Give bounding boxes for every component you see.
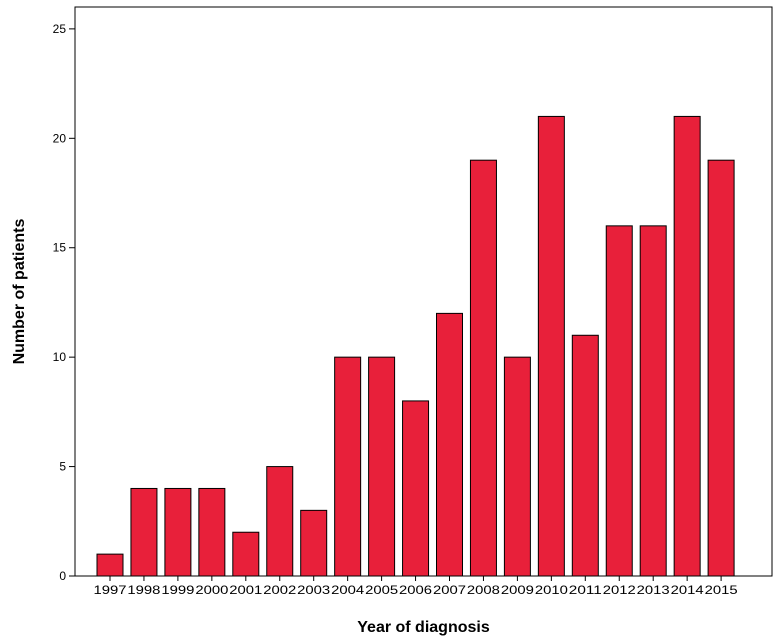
x-tick-label-2014: 2014 xyxy=(671,583,704,597)
bar-2012 xyxy=(605,225,633,577)
bar-2013 xyxy=(639,225,667,577)
x-tick-label-2011: 2011 xyxy=(569,583,602,597)
x-tick-label-2006: 2006 xyxy=(399,583,432,597)
bar-2000 xyxy=(198,487,226,577)
y-axis-title: Number of patients xyxy=(11,219,28,365)
x-tick-label-2007: 2007 xyxy=(433,583,466,597)
bar-2010 xyxy=(537,115,565,577)
x-tick-label-2012: 2012 xyxy=(603,583,636,597)
x-tick-label-1999: 1999 xyxy=(161,583,194,597)
bar-2015 xyxy=(707,159,735,577)
x-tick-label-2001: 2001 xyxy=(229,583,262,597)
bar-2005 xyxy=(368,356,396,577)
x-tick-label-2000: 2000 xyxy=(195,583,228,597)
bar-2006 xyxy=(402,400,430,577)
y-tick-label-0: 0 xyxy=(59,569,66,583)
x-tick-label-2003: 2003 xyxy=(297,583,330,597)
x-tick-label-2008: 2008 xyxy=(467,583,500,597)
x-tick-label-2010: 2010 xyxy=(535,583,568,597)
x-tick-label-1998: 1998 xyxy=(127,583,160,597)
y-tick-label-5: 5 xyxy=(59,460,66,474)
x-tick-label-2002: 2002 xyxy=(263,583,296,597)
x-axis-ticks: 1997 1998 1999 2000 2001 2002 2003 2004 2005 2006… xyxy=(94,576,738,597)
bar-2001 xyxy=(232,531,260,577)
bar-2014 xyxy=(673,115,701,577)
y-tick-label-25: 25 xyxy=(53,22,67,36)
x-tick-label-2015: 2015 xyxy=(705,583,738,597)
bar-1998 xyxy=(130,487,158,577)
x-tick-label-2013: 2013 xyxy=(637,583,670,597)
plot-frame xyxy=(74,6,773,577)
bar-2004 xyxy=(334,356,362,577)
bar-2008 xyxy=(469,159,497,577)
y-tick-label-20: 20 xyxy=(53,131,67,145)
bar-2003 xyxy=(300,509,328,577)
bar-2002 xyxy=(266,466,294,577)
x-tick-label-1997: 1997 xyxy=(94,583,127,597)
bars-group xyxy=(96,115,735,577)
bar-2011 xyxy=(571,334,599,577)
bar-2009 xyxy=(503,356,531,577)
y-tick-label-15: 15 xyxy=(53,241,67,255)
x-tick-label-2004: 2004 xyxy=(331,583,364,597)
x-axis-title: Year of diagnosis xyxy=(357,619,490,636)
x-tick-label-2005: 2005 xyxy=(365,583,398,597)
x-tick-label-2009: 2009 xyxy=(501,583,534,597)
y-axis-ticks: 0 5 10 15 20 25 xyxy=(53,22,75,583)
bar-1997 xyxy=(96,553,124,577)
bar-2007 xyxy=(436,312,463,577)
y-tick-label-10: 10 xyxy=(53,350,67,364)
bar-1999 xyxy=(164,487,192,577)
